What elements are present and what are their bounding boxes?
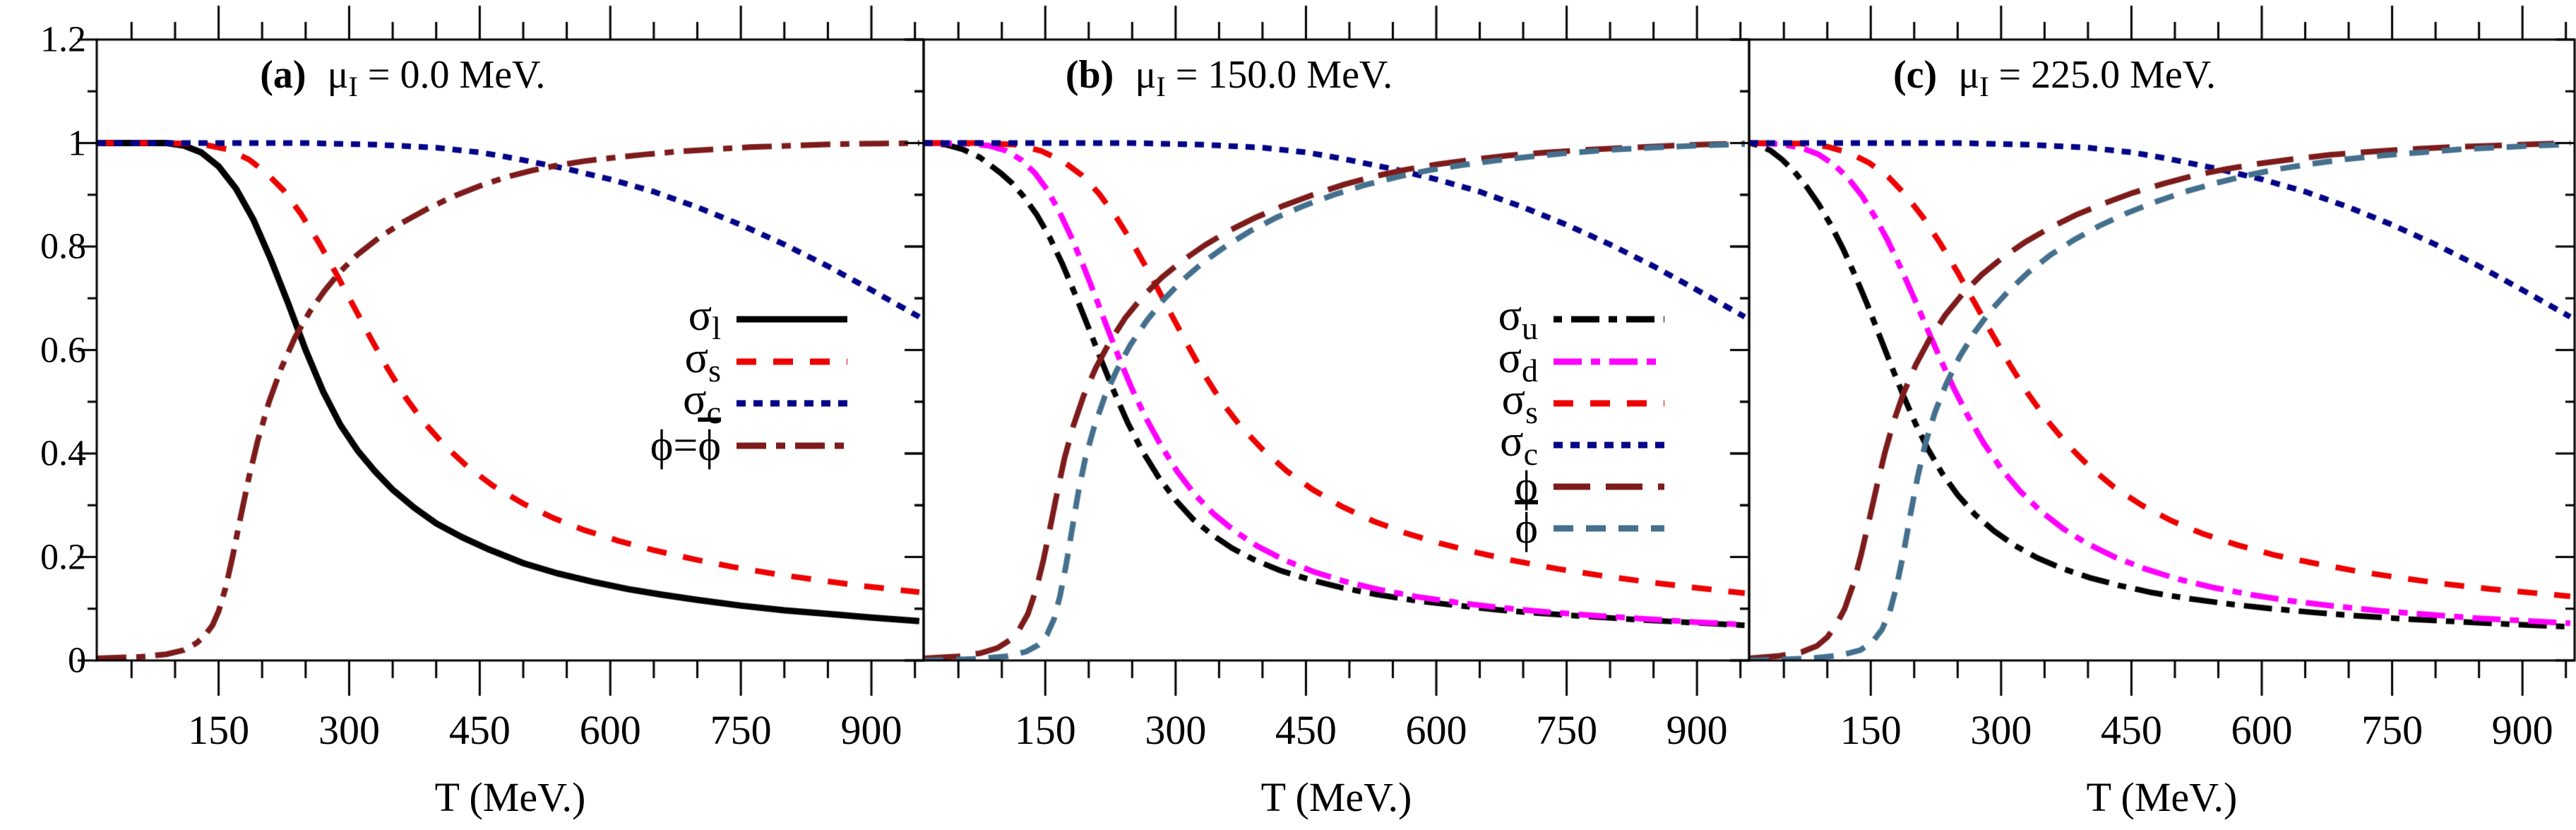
mu-subscript: I — [348, 71, 358, 103]
y-tick-label-0.8: 0.8 — [40, 226, 86, 267]
x-tick-label-600: 600 — [1405, 707, 1467, 753]
x-tick-label-750: 750 — [710, 707, 772, 753]
panel-b-title-value: = 150.0 MeV. — [1165, 53, 1393, 97]
panel-a-title-value: = 0.0 MeV. — [357, 53, 546, 97]
legend-label-phibar: ϕ — [1515, 504, 1538, 552]
x-tick-label-900: 900 — [1666, 707, 1728, 753]
legend-line-sigma_s — [737, 358, 847, 365]
mu-symbol: μ — [1958, 53, 1980, 97]
x-tick-label-300: 300 — [1145, 707, 1207, 753]
legend-line-phibar — [1554, 525, 1664, 532]
legend-line-sigma_s — [1554, 400, 1664, 407]
legend-label-sigma_s: σs — [684, 333, 721, 389]
panel-b-title: (b) μI = 150.0 MeV. — [1066, 52, 1393, 103]
legend-line-sigma_u — [1554, 316, 1664, 323]
panel-a-title: (a) μI = 0.0 MeV. — [260, 52, 545, 103]
x-tick-label-450: 450 — [448, 707, 511, 753]
x-tick-label-600: 600 — [2231, 707, 2293, 753]
x-tick-label-750: 750 — [1536, 707, 1598, 753]
panel-c-title: (c) μI = 225.0 MeV. — [1893, 52, 2216, 103]
y-tick-label-1: 1 — [68, 123, 86, 163]
x-tick-label-600: 600 — [579, 707, 641, 753]
x-tick-label-750: 750 — [2361, 707, 2423, 753]
legend-line-phi — [1554, 483, 1664, 490]
panel-c-tag: (c) — [1893, 53, 1938, 97]
legend-label-sigma_c: σc — [1500, 417, 1538, 473]
y-tick-label-0: 0 — [68, 640, 86, 681]
panel-a-tag: (a) — [260, 53, 306, 97]
legend-label-sigma_u: σu — [1498, 291, 1538, 347]
panel-b-tag: (b) — [1065, 53, 1114, 97]
legend-line-phi_eq_phibar — [737, 442, 847, 449]
legend-label-sigma_d: σd — [1498, 333, 1538, 389]
legend-label-sigma_c: σc — [683, 375, 721, 431]
y-tick-label-0.2: 0.2 — [40, 537, 86, 577]
mu-subscript: I — [1156, 71, 1166, 103]
x-tick-label-150: 150 — [1014, 707, 1076, 753]
y-tick-label-0.4: 0.4 — [40, 433, 86, 474]
x-tick-label-450: 450 — [2100, 707, 2162, 753]
legend-label-sigma_l: σl — [688, 291, 721, 347]
legend-line-sigma_d — [1554, 358, 1664, 365]
x-tick-label-300: 300 — [318, 707, 380, 753]
panel-b-xaxis-label: T (MeV.) — [1260, 774, 1412, 820]
y-tick-label-0.6: 0.6 — [40, 330, 86, 370]
legend-line-sigma_c — [737, 400, 847, 407]
panel-a-xaxis-label: T (MeV.) — [434, 774, 586, 820]
legend-label-phi_eq_phibar: ϕ=ϕ — [650, 422, 721, 470]
x-tick-label-300: 300 — [1970, 707, 2032, 753]
x-tick-label-450: 450 — [1275, 707, 1337, 753]
legend-label-phi: ϕ — [1515, 463, 1538, 511]
mu-symbol: μ — [327, 53, 349, 97]
panel-c-xaxis-label: T (MeV.) — [2086, 774, 2238, 820]
legend-label-sigma_s: σs — [1501, 375, 1538, 431]
legend-line-sigma_l — [737, 316, 847, 323]
panel-c-title-value: = 225.0 MeV. — [1988, 53, 2216, 97]
x-tick-label-150: 150 — [1839, 707, 1902, 753]
mu-subscript: I — [1979, 71, 1989, 103]
legend-line-sigma_c — [1554, 441, 1664, 449]
y-tick-label-1.2: 1.2 — [40, 19, 86, 60]
mu-symbol: μ — [1135, 53, 1157, 97]
x-tick-label-900: 900 — [2491, 707, 2553, 753]
x-tick-label-150: 150 — [188, 707, 250, 753]
x-tick-label-900: 900 — [840, 707, 902, 753]
